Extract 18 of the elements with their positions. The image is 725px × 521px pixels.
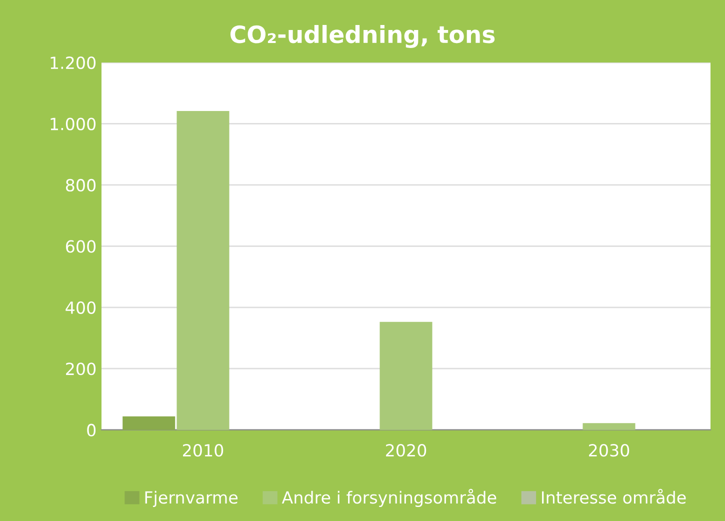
bar (122, 416, 176, 430)
bar (582, 423, 636, 430)
y-tick-label: 200 (66, 362, 96, 376)
y-tick-label: 1.000 (50, 118, 96, 130)
y-tick-label: 0 (87, 424, 96, 436)
x-tick-label: 2030 (589, 444, 630, 457)
legend-label: Interesse område (542, 488, 686, 504)
x-tick-label: 2010 (183, 444, 224, 457)
y-tick-label: 600 (66, 240, 96, 253)
bar (380, 322, 432, 430)
legend-label: Andre i forsyningsområde (282, 488, 496, 507)
chart-title: CO₂-udledning, tons (230, 24, 495, 48)
y-tick-label: 800 (66, 178, 96, 192)
y-tick-label: 400 (66, 301, 96, 314)
legend-label: Fjernvarme (145, 490, 238, 507)
x-tick-label: 2020 (386, 444, 426, 457)
bar (176, 110, 230, 430)
y-tick-label: 1.200 (50, 56, 96, 70)
